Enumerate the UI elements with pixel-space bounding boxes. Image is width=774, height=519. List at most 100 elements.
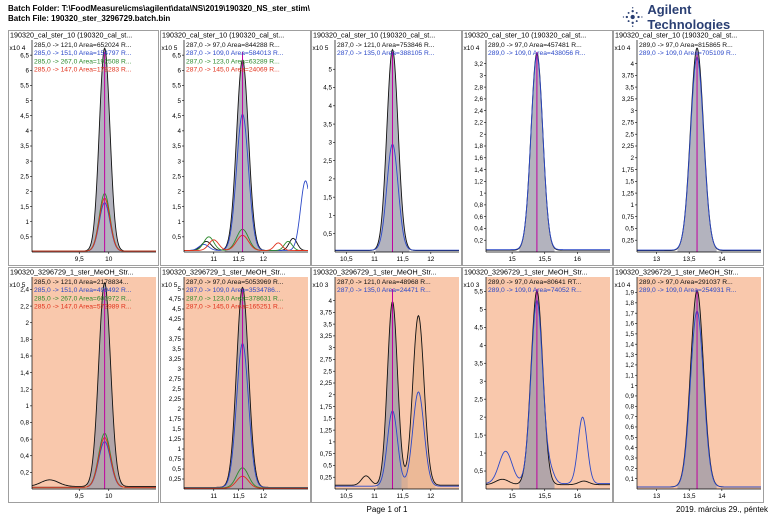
y-tick-label: 1,8 <box>474 143 483 150</box>
chart-panel-smp-3: 190320_3296729_1_ster_MeOH_Str... x10 3 0,… <box>311 267 462 503</box>
legend-entry: 285,0 -> 147,0 Area=573989 R... <box>34 304 132 311</box>
y-tick-label: 1,5 <box>172 426 181 433</box>
y-tick-label: 6,5 <box>20 52 29 59</box>
y-axis-exponent: x10 5 <box>10 282 26 289</box>
y-tick-label: 2,4 <box>20 287 29 294</box>
y-tick-label: 1,8 <box>625 300 634 307</box>
y-axis-exponent: x10 4 <box>615 282 631 289</box>
y-tick-label: 2 <box>328 176 332 183</box>
y-tick-label: 5 <box>177 98 181 105</box>
y-tick-label: 0,8 <box>474 202 483 209</box>
secondary-peak-area <box>401 315 436 489</box>
panel-title: 190320_3296729_1_ster_MeOH_Str... <box>162 268 285 277</box>
y-tick-label: 2,75 <box>622 120 635 127</box>
y-tick-label: 1,4 <box>20 370 29 377</box>
y-tick-label: 1,25 <box>622 190 635 197</box>
panel-title: 190320_3296729_1_ster_MeOH_Str... <box>313 268 436 277</box>
trace-blue <box>486 54 610 251</box>
y-tick-label: 2 <box>25 189 29 196</box>
logo-text: Agilent Technologies <box>647 2 731 32</box>
panel-title: 190320_cal_ster_10 (190320_cal_st... <box>464 31 586 40</box>
chart-panel-cal-5: 190320_cal_ster_10 (190320_cal_st... x10 … <box>613 30 764 266</box>
chart-panel-cal-2: 190320_cal_ster_10 (190320_cal_st... x10 … <box>160 30 311 266</box>
y-tick-label: 1,2 <box>20 386 29 393</box>
y-tick-label: 0,4 <box>20 453 29 460</box>
y-tick-label: 4 <box>25 128 29 135</box>
batch-file-text: Batch File: 190320_ster_3296729.batch.bi… <box>8 14 171 23</box>
x-tick-label: 16 <box>574 256 582 263</box>
y-tick-label: 0,75 <box>622 214 635 221</box>
y-tick-label: 6 <box>25 67 29 74</box>
x-tick-label: 10,5 <box>340 256 353 263</box>
y-tick-label: 1,9 <box>625 290 634 297</box>
y-tick-label: 0,2 <box>20 470 29 477</box>
y-tick-label: 1,75 <box>320 404 333 411</box>
panel-title: 190320_cal_ster_10 (190320_cal_st... <box>10 31 132 40</box>
y-tick-label: 2 <box>479 131 483 138</box>
x-tick-label: 9,5 <box>75 493 84 500</box>
y-tick-label: 0,5 <box>20 234 29 241</box>
y-tick-label: 1,5 <box>474 432 483 439</box>
y-tick-label: 3,75 <box>169 336 182 343</box>
y-tick-label: 2,5 <box>20 173 29 180</box>
y-tick-label: 2,25 <box>320 380 333 387</box>
x-tick-label: 15,5 <box>538 256 551 263</box>
y-tick-label: 2,2 <box>20 303 29 310</box>
y-tick-label: 2,6 <box>474 96 483 103</box>
legend-entry: 289,0 -> 109,0 Area=74052 R... <box>488 287 582 294</box>
y-tick-label: 2,5 <box>172 386 181 393</box>
trace-blue <box>486 299 610 485</box>
legend-entry: 287,0 -> 135,0 Area=388105 R... <box>337 50 435 57</box>
y-tick-label: 4,5 <box>172 113 181 120</box>
legend-entry: 287,0 -> 121,0 Area=753846 R... <box>337 42 435 49</box>
y-axis-exponent: x10 4 <box>464 45 480 52</box>
chart-panel-smp-1: 190320_3296729_1_ster_MeOH_Str... x10 5 0,… <box>8 267 159 503</box>
trace-black <box>637 47 761 252</box>
y-tick-label: 1,75 <box>622 167 635 174</box>
chart-panel-smp-2: 190320_3296729_1_ster_MeOH_Str... x10 5 0,… <box>160 267 311 503</box>
y-tick-label: 4 <box>630 61 634 68</box>
legend-entry: 285,0 -> 147,0 Area=178283 R... <box>34 67 132 74</box>
chart-panel-smp-5: 190320_3296729_1_ster_MeOH_Str... x10 4 0,… <box>613 267 764 503</box>
y-tick-label: 1,6 <box>625 321 634 328</box>
legend-entry: 287,0 -> 145,0 Area=24069 R... <box>186 67 280 74</box>
panel-title: 190320_3296729_1_ster_MeOH_Str... <box>464 268 587 277</box>
x-tick-label: 11 <box>371 493 378 500</box>
y-tick-label: 4,5 <box>474 325 483 332</box>
trace-green <box>184 228 308 251</box>
y-tick-label: 0,5 <box>474 468 483 475</box>
y-tick-label: 2 <box>479 414 483 421</box>
y-tick-label: 2 <box>630 155 634 162</box>
y-tick-label: 1,25 <box>320 427 333 434</box>
y-tick-label: 4,75 <box>169 296 182 303</box>
legend-entry: 287,0 -> 145,0 Area=165251 R... <box>186 304 284 311</box>
y-tick-label: 4,5 <box>20 113 29 120</box>
legend-entry: 285,0 -> 121,0 Area=652024 R... <box>34 42 132 49</box>
y-tick-label: 6,5 <box>172 52 181 59</box>
y-tick-label: 2,4 <box>474 108 483 115</box>
y-tick-label: 0,3 <box>625 455 634 462</box>
legend-entry: 285,0 -> 267,0 Area=192508 R... <box>34 58 132 65</box>
y-tick-label: 1,6 <box>20 353 29 360</box>
y-tick-label: 4 <box>328 103 332 110</box>
y-tick-label: 1 <box>479 190 483 197</box>
y-tick-label: 3,25 <box>169 356 182 363</box>
y-tick-label: 2,25 <box>169 396 182 403</box>
y-tick-label: 4 <box>328 298 332 305</box>
chart-panel-cal-3: 190320_cal_ster_10 (190320_cal_st... x10 … <box>311 30 462 266</box>
x-tick-label: 11 <box>210 256 217 263</box>
y-tick-label: 2 <box>177 189 181 196</box>
legend-entry: 289,0 -> 97,0 Area=815865 R... <box>639 42 733 49</box>
y-tick-label: 3 <box>177 158 181 165</box>
y-tick-label: 3,5 <box>323 321 332 328</box>
y-tick-label: 1 <box>479 450 483 457</box>
panel-title: 190320_3296729_1_ster_MeOH_Str... <box>10 268 133 277</box>
legend-entry: 289,0 -> 109,0 Area=438056 R... <box>488 50 586 57</box>
y-tick-label: 3 <box>25 158 29 165</box>
x-tick-label: 10,5 <box>340 493 353 500</box>
legend-entry: 289,0 -> 109,0 Area=705109 R... <box>639 50 737 57</box>
x-tick-label: 11,5 <box>397 493 410 500</box>
x-tick-label: 15 <box>508 256 516 263</box>
y-tick-label: 4 <box>177 128 181 135</box>
y-tick-label: 3,5 <box>172 143 181 150</box>
